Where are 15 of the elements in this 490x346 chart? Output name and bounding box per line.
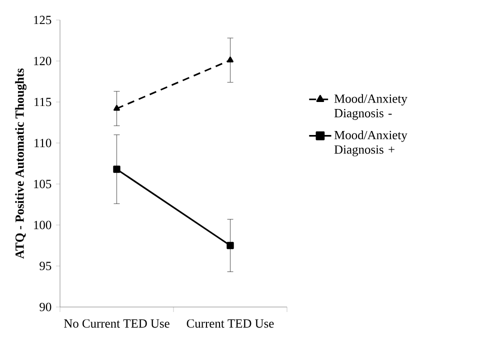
point [226, 242, 234, 250]
legend-label: Mood/Anxiety Diagnosis + [334, 130, 408, 156]
y-tick-label: 110 [34, 138, 52, 148]
x-tick-label: Current TED Use [186, 319, 274, 328]
y-tick-label: 100 [34, 220, 52, 230]
y-tick-label: 95 [40, 262, 52, 270]
y-tick-label: 105 [34, 180, 52, 188]
y-axis-title: ATQ - Positive Automatic Thoughts [15, 68, 26, 259]
point [113, 166, 120, 173]
y-tick-label: 115 [34, 98, 52, 106]
legend-label: Mood/Anxiety Diagnosis - [334, 94, 408, 120]
x-tick-label: No Current TED Use [64, 319, 170, 328]
y-tick-label: 120 [34, 56, 52, 66]
y-tick-label: 90 [40, 302, 52, 312]
y-tick-label: 125 [34, 16, 52, 24]
